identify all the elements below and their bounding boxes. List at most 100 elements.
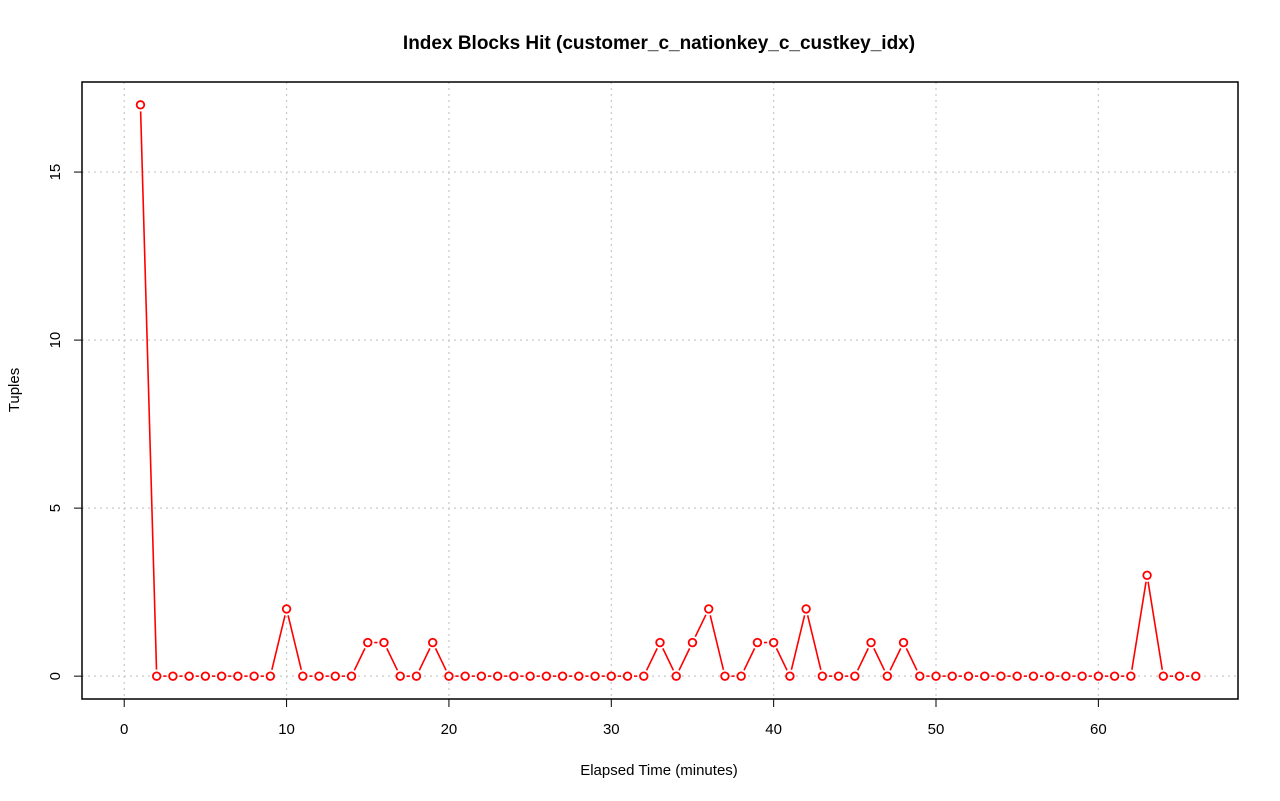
data-point-60 [1109, 671, 1120, 681]
grid [82, 82, 1238, 699]
series-segment-45 [873, 648, 886, 671]
data-point-40 [785, 671, 795, 681]
data-point-5 [216, 671, 227, 681]
series-segment-41 [806, 615, 822, 671]
data-point-21 [476, 671, 487, 681]
series-segment-32 [662, 648, 675, 671]
data-point-3 [184, 671, 194, 681]
series-segment-46 [889, 648, 902, 671]
x-tick-label-6: 60 [1090, 721, 1107, 738]
data-point-50 [947, 671, 957, 681]
data-point-4 [200, 671, 211, 681]
data-point-61 [1126, 671, 1136, 681]
y-tick-label-2: 10 [47, 332, 64, 349]
data-point-37 [736, 671, 746, 681]
plot-frame [81, 81, 1239, 700]
data-point-35 [704, 604, 714, 614]
series-segment-62 [1147, 581, 1164, 670]
x-tick-label-1: 10 [278, 721, 295, 738]
series-segment-40 [790, 615, 806, 671]
data-point-44 [850, 671, 860, 681]
data-point-31 [639, 671, 649, 681]
data-point-20 [460, 671, 470, 681]
x-tick-label-3: 30 [603, 721, 620, 738]
x-tick-label-0: 0 [120, 721, 128, 738]
y-tick-label-3: 15 [47, 164, 64, 181]
data-point-47 [898, 637, 909, 648]
series-segment-13 [353, 648, 366, 671]
data-point-62 [1142, 570, 1152, 581]
data-point-36 [720, 671, 730, 681]
data-point-0 [135, 100, 146, 110]
series-segment-18 [434, 648, 447, 671]
series-segment-44 [856, 648, 869, 671]
data-point-42 [817, 671, 828, 681]
series-segment-33 [678, 648, 691, 671]
data-point-24 [525, 671, 535, 681]
data-point-6 [233, 671, 243, 681]
data-point-49 [931, 671, 941, 681]
data-point-16 [395, 671, 405, 681]
data-point-10 [298, 671, 308, 681]
data-point-32 [655, 637, 665, 648]
data-point-33 [671, 671, 681, 681]
data-point-11 [314, 671, 324, 681]
series-segment-0 [139, 111, 158, 670]
data-point-22 [492, 671, 503, 681]
data-point-64 [1174, 671, 1185, 681]
series-segment-61 [1131, 581, 1147, 670]
x-tick-label-5: 50 [928, 721, 945, 738]
data-point-55 [1028, 671, 1039, 681]
data-point-27 [574, 671, 584, 681]
data-point-46 [882, 671, 893, 681]
data-point-34 [687, 637, 698, 648]
x-axis: 0 10 20 30 40 50 60 [120, 698, 1107, 738]
data-point-26 [557, 671, 568, 681]
series-segment-15 [386, 648, 399, 671]
series-segment-8 [271, 615, 286, 671]
data-point-58 [1077, 671, 1087, 681]
data-point-28 [590, 671, 600, 681]
data-point-43 [833, 671, 844, 681]
data-point-48 [915, 671, 925, 681]
data-point-45 [866, 637, 876, 648]
data-point-38 [752, 637, 763, 648]
y-tick-label-0: 0 [47, 672, 64, 680]
x-axis-label: Elapsed Time (minutes) [580, 762, 738, 779]
data-point-29 [606, 671, 616, 681]
chart-title: Index Blocks Hit (customer_c_nationkey_c… [403, 33, 915, 54]
data-point-53 [996, 671, 1006, 681]
y-axis: 0 5 10 15 [47, 164, 83, 680]
series-segment-9 [287, 615, 303, 671]
series-segment-47 [905, 648, 918, 671]
data-point-14 [363, 637, 373, 648]
data-point-59 [1093, 671, 1104, 681]
data-point-30 [622, 671, 633, 681]
series-segment-35 [709, 615, 725, 671]
data-point-51 [963, 671, 974, 681]
data-point-65 [1191, 671, 1201, 681]
data-point-63 [1158, 671, 1169, 681]
data-point-15 [379, 637, 389, 648]
data-point-1 [151, 671, 162, 681]
data-point-57 [1061, 671, 1071, 681]
data-point-9 [281, 604, 292, 614]
data-point-23 [509, 671, 519, 681]
data-point-25 [541, 671, 552, 681]
series-segment-37 [743, 648, 756, 671]
data-point-2 [168, 671, 178, 681]
data-point-54 [1012, 671, 1022, 681]
data-point-8 [265, 671, 276, 681]
data-point-7 [249, 671, 259, 681]
y-tick-label-1: 5 [47, 504, 64, 512]
data-point-52 [980, 671, 990, 681]
data-point-12 [330, 671, 340, 681]
y-axis-label: Tuples [6, 368, 23, 412]
x-tick-label-4: 40 [765, 721, 782, 738]
series-segment-31 [645, 648, 658, 671]
series-segment-17 [418, 648, 431, 671]
data-point-39 [768, 637, 779, 648]
series-tuples [135, 100, 1201, 681]
data-point-18 [427, 637, 438, 648]
